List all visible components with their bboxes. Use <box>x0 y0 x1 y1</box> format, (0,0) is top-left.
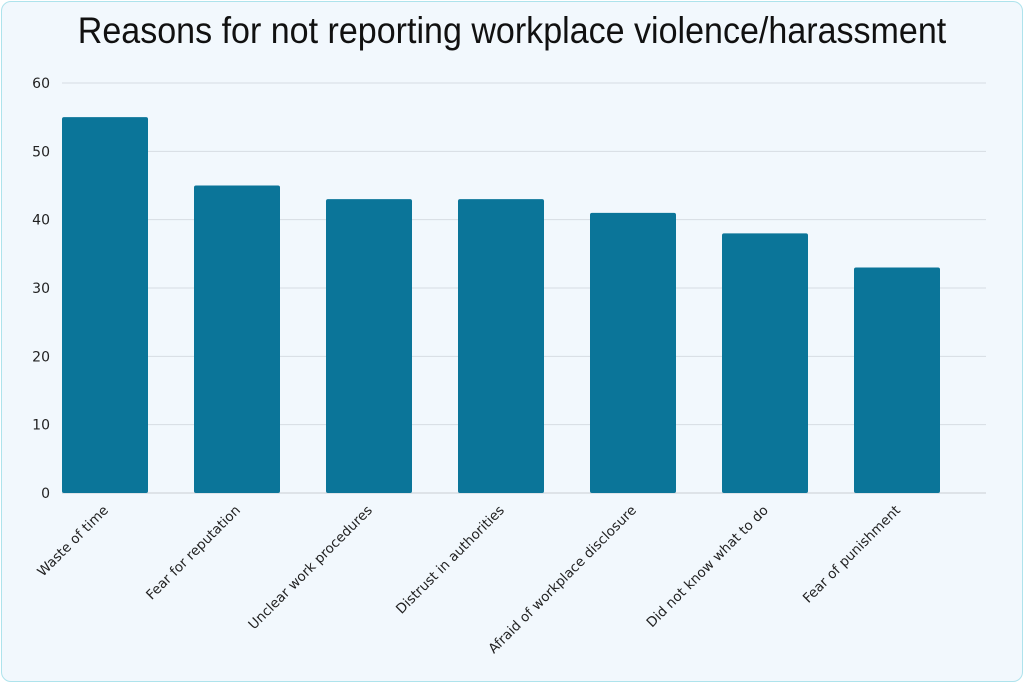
x-tick-label: Fear for reputation <box>143 503 244 604</box>
y-tick-label: 10 <box>32 418 50 434</box>
bar <box>194 185 280 493</box>
x-tick-label: Distrust in authorities <box>393 503 508 618</box>
bar <box>854 267 940 493</box>
x-tick-label: Did not know what to do <box>643 503 771 631</box>
y-tick-label: 30 <box>32 281 50 297</box>
y-tick-label: 50 <box>32 144 50 160</box>
bar <box>62 117 148 494</box>
y-tick-label: 40 <box>32 213 50 229</box>
x-tick-label: Afraid of workplace disclosure <box>485 503 639 657</box>
bar <box>326 199 412 493</box>
bar <box>722 233 808 494</box>
y-tick-label: 0 <box>41 486 50 502</box>
bar <box>458 199 544 493</box>
x-tick-label: Fear of punishment <box>800 503 904 607</box>
x-tick-label: Unclear work procedures <box>245 503 375 633</box>
x-tick-label: Waste of time <box>34 503 111 580</box>
chart-title: Reasons for not reporting workplace viol… <box>77 10 947 51</box>
y-tick-label: 60 <box>32 76 50 92</box>
bar <box>590 212 676 494</box>
y-tick-label: 20 <box>32 349 50 365</box>
